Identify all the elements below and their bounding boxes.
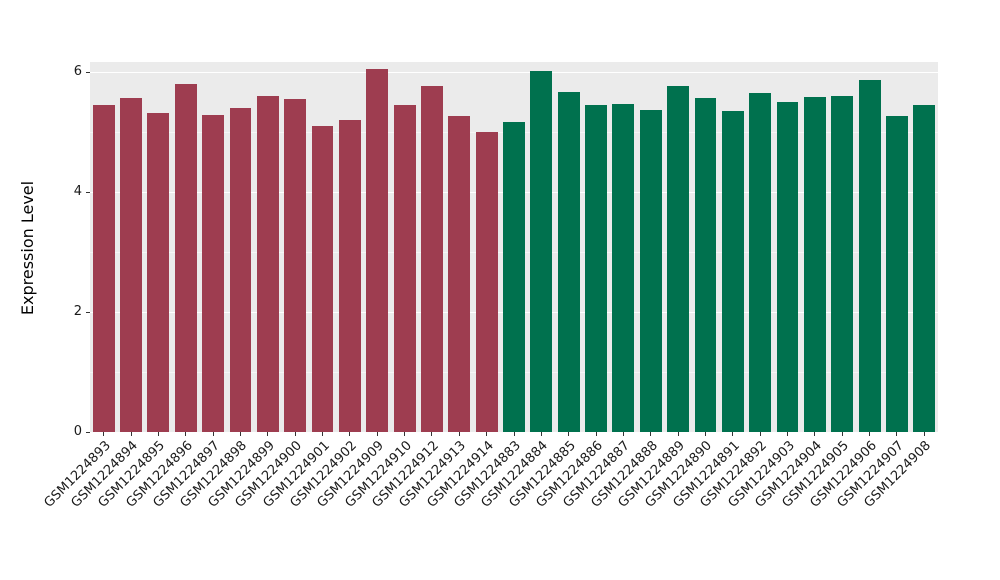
bar <box>475 132 498 432</box>
x-tick-mark <box>677 432 679 436</box>
bar <box>311 126 334 432</box>
x-tick-mark <box>322 432 324 436</box>
bar <box>858 80 881 432</box>
x-tick-mark <box>486 432 488 436</box>
x-tick-mark <box>732 432 734 436</box>
bar <box>174 84 197 432</box>
bar <box>147 112 170 432</box>
x-tick-mark <box>704 432 706 436</box>
x-tick-mark <box>103 432 105 436</box>
x-tick-mark <box>841 432 843 436</box>
x-tick-mark <box>759 432 761 436</box>
bar <box>503 122 525 432</box>
bar <box>92 105 115 432</box>
gridline-major <box>90 71 938 73</box>
bar <box>721 111 744 432</box>
bar <box>448 116 471 432</box>
x-tick-mark <box>513 432 515 436</box>
y-tick-label: 0 <box>73 424 82 439</box>
y-tick-mark <box>86 311 90 313</box>
bar <box>749 93 772 432</box>
bar <box>284 99 307 432</box>
bar <box>338 120 361 432</box>
bar <box>557 92 580 432</box>
bar <box>694 97 717 432</box>
bar <box>202 115 225 432</box>
x-tick-mark <box>458 432 460 436</box>
bar <box>229 108 252 432</box>
bar <box>393 105 416 432</box>
x-tick-mark <box>540 432 542 436</box>
x-tick-mark <box>896 432 898 436</box>
bar <box>256 96 279 432</box>
y-tick-mark <box>86 431 90 433</box>
y-tick-label: 6 <box>73 64 82 79</box>
x-tick-mark <box>130 432 132 436</box>
x-tick-mark <box>404 432 406 436</box>
bar <box>585 105 607 432</box>
x-tick-mark <box>650 432 652 436</box>
bar <box>831 96 854 432</box>
x-tick-mark <box>622 432 624 436</box>
x-tick-mark <box>239 432 241 436</box>
bar <box>776 102 799 432</box>
bar <box>639 110 662 432</box>
y-tick-mark <box>86 71 90 73</box>
bar <box>913 105 936 432</box>
x-tick-mark <box>923 432 925 436</box>
y-tick-label: 4 <box>73 184 82 199</box>
x-tick-mark <box>869 432 871 436</box>
bar <box>612 104 635 432</box>
x-tick-mark <box>595 432 597 436</box>
y-tick-label: 2 <box>73 304 82 319</box>
x-tick-mark <box>349 432 351 436</box>
x-tick-mark <box>376 432 378 436</box>
x-tick-mark <box>157 432 159 436</box>
x-tick-mark <box>267 432 269 436</box>
y-axis-title: Expression Level <box>18 180 37 316</box>
bar <box>886 115 908 432</box>
y-tick-mark <box>86 191 90 193</box>
bar <box>120 97 142 432</box>
x-tick-mark <box>294 432 296 436</box>
bar <box>667 86 690 432</box>
x-tick-mark <box>212 432 214 436</box>
bar <box>366 69 389 432</box>
x-tick-mark <box>568 432 570 436</box>
x-tick-mark <box>787 432 789 436</box>
bar <box>420 85 443 432</box>
bar <box>803 97 826 432</box>
bar <box>530 70 553 432</box>
x-tick-mark <box>185 432 187 436</box>
plot-panel <box>90 62 938 433</box>
x-tick-mark <box>814 432 816 436</box>
x-tick-mark <box>431 432 433 436</box>
